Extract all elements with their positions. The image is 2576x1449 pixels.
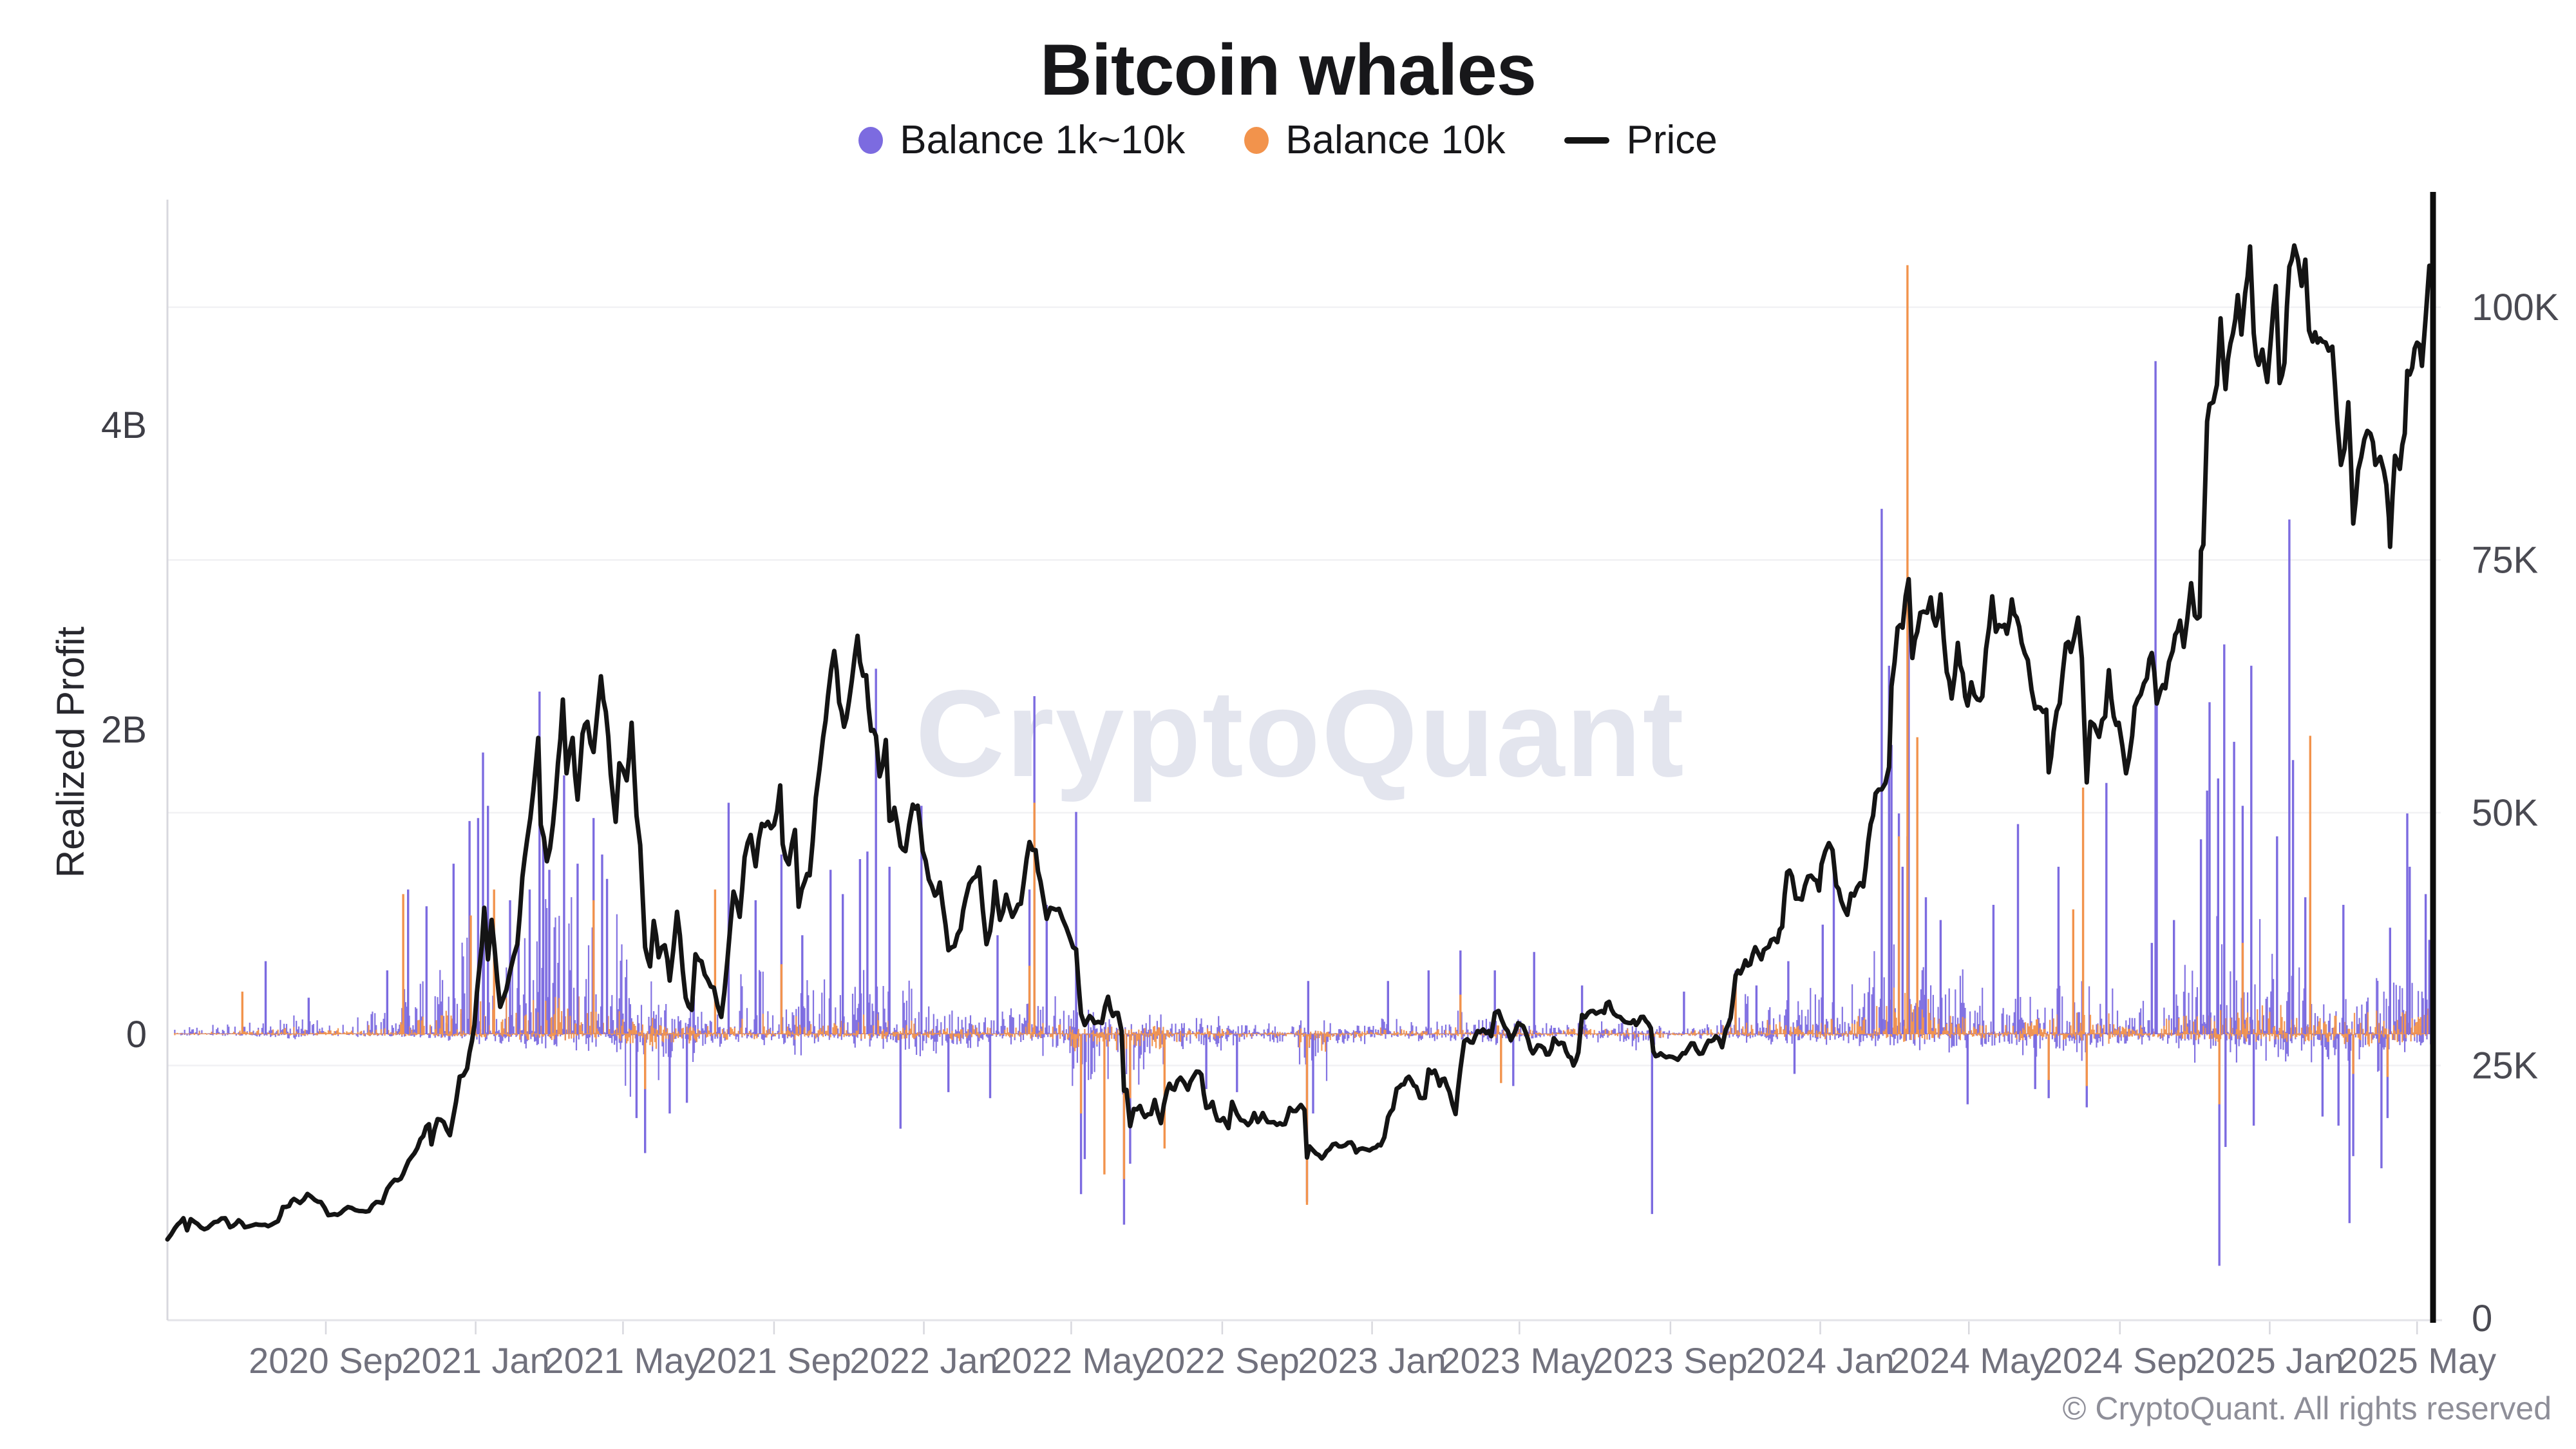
x-tick-label: 2022 Sep bbox=[1145, 1340, 1300, 1381]
legend-label-price: Price bbox=[1626, 118, 1718, 162]
balance-1k-10k-dot-icon bbox=[858, 126, 884, 154]
copyright: © CryptoQuant. All rights reserved bbox=[2062, 1390, 2552, 1426]
legend-item-balance-1k-10k[interactable]: Balance 1k~10k bbox=[858, 117, 1185, 163]
price-line bbox=[165, 243, 2434, 1242]
y-right-tick-label: 100K bbox=[2472, 287, 2559, 328]
legend-label-balance-10k: Balance 10k bbox=[1285, 118, 1506, 162]
chart-title: Bitcoin whales bbox=[1039, 30, 1537, 110]
legend-label-balance-1k-10k: Balance 1k~10k bbox=[900, 118, 1186, 162]
legend-item-balance-10k[interactable]: Balance 10k bbox=[1244, 117, 1505, 163]
x-tick-label: 2022 May bbox=[992, 1340, 1150, 1381]
x-tick-label: 2025 Jan bbox=[2195, 1340, 2344, 1381]
legend: Balance 1k~10k Balance 10k Price bbox=[0, 117, 2576, 163]
bars-balance-1k-10k bbox=[174, 897, 2434, 1097]
x-tick-label: 2024 May bbox=[1889, 1340, 2048, 1381]
y-right-tick-label: 0 bbox=[2472, 1298, 2492, 1340]
x-tick-label: 2025 May bbox=[2338, 1340, 2496, 1381]
y-left-tick-label: 4B bbox=[101, 404, 147, 446]
x-tick-label: 2021 Sep bbox=[697, 1340, 851, 1381]
y-right-tick-label: 75K bbox=[2472, 540, 2539, 582]
x-tick-label: 2022 Jan bbox=[849, 1340, 998, 1381]
x-tick-label: 2024 Sep bbox=[2043, 1340, 2197, 1381]
y-left-tick-label: 0 bbox=[126, 1014, 147, 1056]
bars-balance-10k bbox=[174, 987, 2434, 1052]
y-axis-title: Realized Profit bbox=[49, 627, 92, 878]
x-tick-label: 2021 May bbox=[544, 1340, 702, 1381]
price-line-icon bbox=[1564, 137, 1610, 144]
y-right-tick-label: 25K bbox=[2472, 1045, 2539, 1087]
y-right-tick-label: 50K bbox=[2472, 792, 2539, 834]
x-tick-label: 2024 Jan bbox=[1746, 1340, 1894, 1381]
legend-item-price[interactable]: Price bbox=[1564, 117, 1718, 163]
x-tick-label: 2020 Sep bbox=[249, 1340, 403, 1381]
x-tick-label: 2021 Jan bbox=[401, 1340, 549, 1381]
balance-10k-dot-icon bbox=[1244, 126, 1269, 154]
x-tick-label: 2023 Jan bbox=[1298, 1340, 1446, 1381]
y-left-tick-label: 2B bbox=[101, 709, 147, 751]
x-tick-label: 2023 Sep bbox=[1593, 1340, 1748, 1381]
watermark: CryptoQuant bbox=[915, 664, 1685, 802]
x-tick-label: 2023 May bbox=[1440, 1340, 1598, 1381]
